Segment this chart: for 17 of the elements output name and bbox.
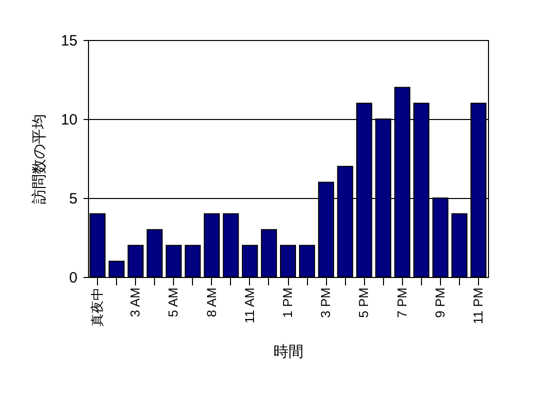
y-tick-label: 5 [69,190,78,208]
y-tick-label: 10 [60,112,78,128]
y-axis-title: 訪問数の平均 [30,114,48,204]
x-tick-label: 11 AM [242,288,257,324]
x-tick-label: 7 PM [394,288,410,318]
x-tick-label: 3 PM [318,288,334,318]
x-tick-label: 9 PM [432,288,448,318]
x-tick-label: 1 PM [280,288,295,318]
y-tick-label: 0 [69,270,78,286]
x-tick-label: 8 AM [204,288,219,318]
x-tick-label: 5 PM [356,288,372,318]
x-tick-label: 5 AM [166,288,181,318]
y-tick-label: 15 [60,32,78,50]
x-tick-label: 3 AM [128,288,143,318]
x-axis-title: 時間 [274,344,304,360]
x-tick-label: 真夜中 [90,288,105,326]
x-tick-label: 11 PM [470,288,486,324]
